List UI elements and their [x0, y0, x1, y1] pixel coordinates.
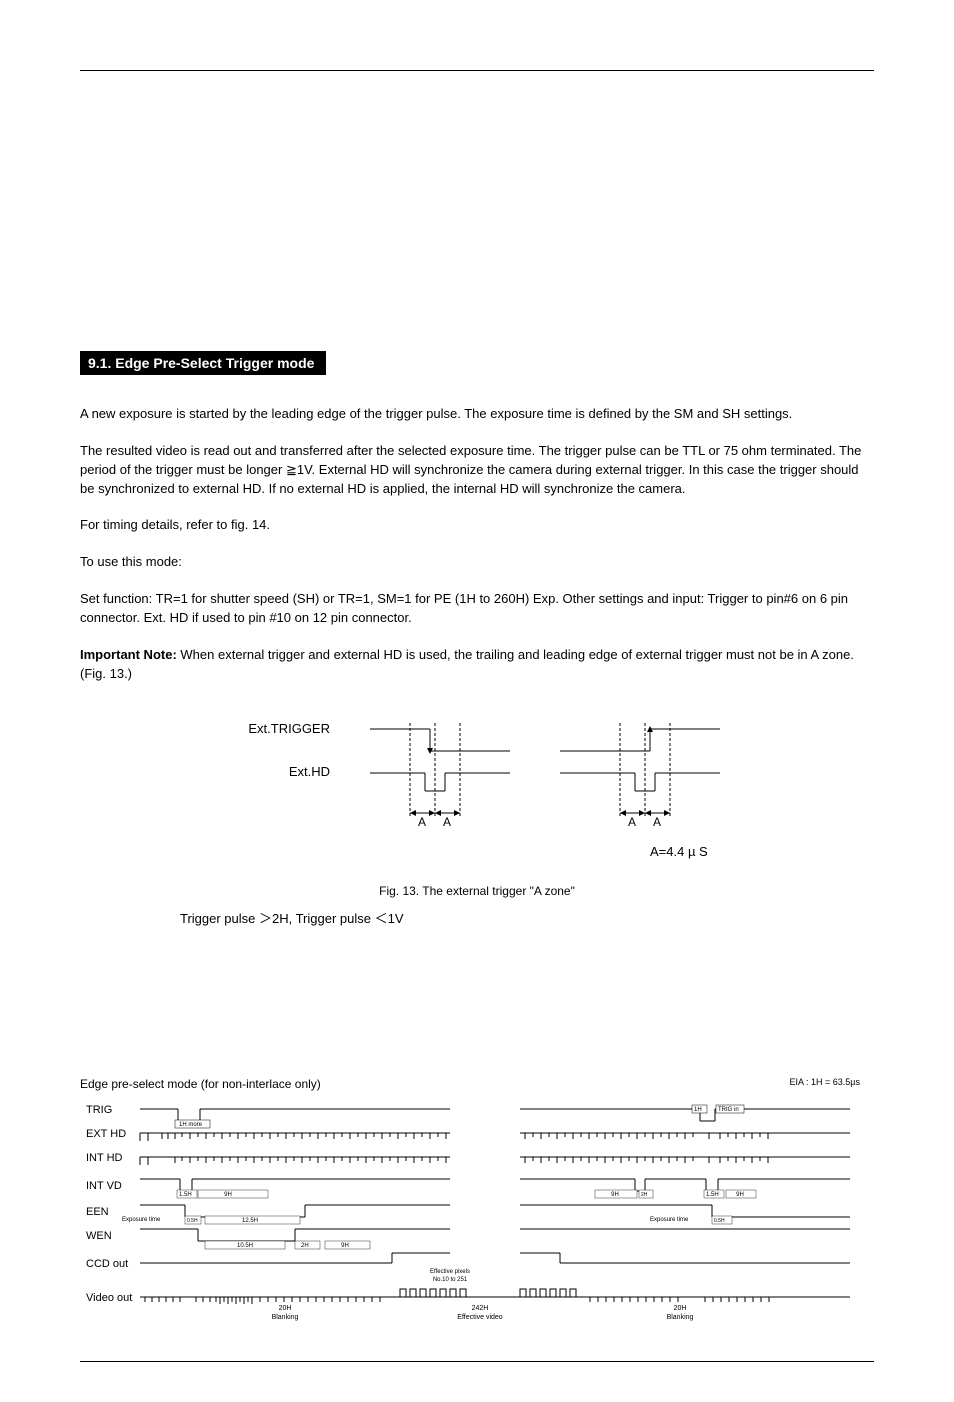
svg-text:1H more: 1H more: [179, 1122, 203, 1128]
ext-trigger-label: Ext.TRIGGER: [248, 721, 330, 736]
svg-text:WEN: WEN: [86, 1230, 112, 1242]
svg-text:12.5H: 12.5H: [242, 1218, 258, 1224]
a-formula: A=4.4 µ S: [650, 844, 708, 859]
caution-label: Important Note:: [80, 647, 177, 662]
svg-text:20H: 20H: [674, 1305, 687, 1312]
svg-text:1H: 1H: [694, 1107, 702, 1113]
svg-text:INT HD: INT HD: [86, 1152, 123, 1164]
fig13-diagram: Ext.TRIGGER Ext.HD A A: [220, 701, 874, 874]
fig13-caption: Fig. 13. The external trigger "A zone": [80, 884, 874, 898]
timing-title: Edge pre-select mode (for non-interlace …: [80, 1077, 321, 1091]
svg-text:INT VD: INT VD: [86, 1180, 122, 1192]
svg-text:EXT HD: EXT HD: [86, 1128, 126, 1140]
svg-text:Blanking: Blanking: [667, 1314, 694, 1321]
svg-text:A: A: [653, 815, 661, 829]
svg-text:9H: 9H: [736, 1192, 744, 1198]
paragraph-4: To use this mode:: [80, 553, 874, 572]
bottom-rule: [80, 1361, 874, 1362]
paragraph-2: The resulted video is read out and trans…: [80, 442, 874, 499]
svg-text:Effective video: Effective video: [457, 1314, 503, 1321]
trigger-len-text: Trigger pulse ＞2H, Trigger pulse ＜1V: [180, 910, 874, 929]
caution-text: When external trigger and external HD is…: [80, 647, 854, 681]
svg-text:A: A: [418, 815, 426, 829]
caution-block: Important Note: When external trigger an…: [80, 646, 874, 684]
svg-text:0.5H: 0.5H: [714, 1218, 725, 1224]
svg-text:242H: 242H: [472, 1305, 489, 1312]
svg-text:10.5H: 10.5H: [237, 1243, 253, 1249]
section-header: 9.1. Edge Pre-Select Trigger mode: [80, 351, 326, 375]
timing-diagram: TRIG 1H more 1H TRIG in EXT HD: [80, 1095, 860, 1345]
svg-text:2H: 2H: [641, 1192, 648, 1198]
svg-text:20H: 20H: [279, 1305, 292, 1312]
svg-text:No.10 to 251: No.10 to 251: [433, 1277, 468, 1283]
paragraph-3: For timing details, refer to fig. 14.: [80, 516, 874, 535]
svg-text:9H: 9H: [224, 1192, 232, 1198]
svg-text:Video out: Video out: [86, 1292, 132, 1304]
paragraph-5: Set function: TR=1 for shutter speed (SH…: [80, 590, 874, 628]
ext-hd-label: Ext.HD: [289, 764, 330, 779]
svg-text:9H: 9H: [341, 1243, 349, 1249]
svg-text:A: A: [628, 815, 636, 829]
svg-text:Blanking: Blanking: [272, 1314, 299, 1321]
svg-text:2H: 2H: [301, 1243, 309, 1249]
svg-text:Exposure time: Exposure time: [122, 1217, 161, 1223]
svg-text:9H: 9H: [611, 1192, 619, 1198]
svg-text:CCD out: CCD out: [86, 1258, 128, 1270]
top-rule: [80, 70, 874, 71]
svg-text:TRIG: TRIG: [86, 1104, 112, 1116]
svg-text:1.5H: 1.5H: [706, 1192, 719, 1198]
svg-text:1.5H: 1.5H: [179, 1192, 192, 1198]
svg-text:Exposure time: Exposure time: [650, 1217, 689, 1223]
eia-note: EIA : 1H = 63.5µs: [790, 1077, 860, 1095]
paragraph-1: A new exposure is started by the leading…: [80, 405, 874, 424]
svg-text:A: A: [443, 815, 451, 829]
svg-text:TRIG in: TRIG in: [718, 1107, 739, 1113]
svg-text:Effective pixels: Effective pixels: [430, 1269, 470, 1275]
svg-text:0.5H: 0.5H: [187, 1218, 198, 1224]
svg-text:EEN: EEN: [86, 1206, 109, 1218]
